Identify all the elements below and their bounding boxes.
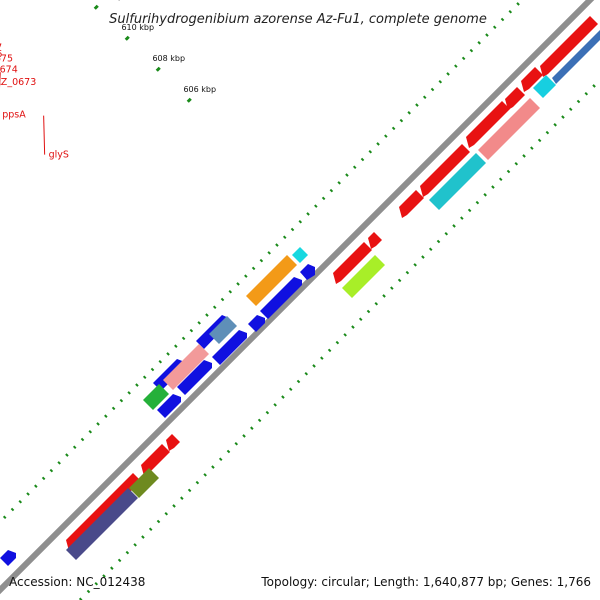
forward-gene-labels: glyS ppsA SULAZ_0673 SULAZ_0674SULAZ_0675SU…	[0, 43, 69, 161]
cds-reverse[interactable]	[212, 330, 247, 365]
tick-mark	[124, 35, 130, 41]
tick-mark	[155, 66, 161, 72]
gene-label: SULAZ_0676	[0, 49, 2, 60]
cds-reverse[interactable]	[248, 315, 265, 332]
genome-summary-text: Topology: circular; Length: 1,640,877 bp…	[260, 575, 591, 589]
map-title: Sulfurihydrogenibium azorense Az-Fu1, co…	[109, 12, 487, 27]
cds-forward[interactable]	[420, 144, 470, 197]
gene-label: ppsA	[2, 109, 26, 120]
cds-forward[interactable]	[505, 87, 525, 110]
cds-forward[interactable]	[333, 242, 372, 284]
accession-text: Accession: NC_012438	[9, 575, 145, 589]
cds-forward[interactable]	[166, 434, 180, 451]
cds-forward[interactable]	[521, 67, 543, 92]
inner-tick-ring	[78, 78, 600, 600]
cds-reverse[interactable]	[260, 277, 302, 319]
cds-forward[interactable]	[540, 16, 598, 77]
trna-block	[533, 75, 556, 98]
cds-forward[interactable]	[552, 30, 600, 84]
cds-reverse[interactable]	[177, 360, 212, 395]
tick-mark	[93, 4, 99, 10]
tick-label: 606 kbp	[183, 85, 216, 94]
tick-label: 612 kbp	[90, 0, 123, 1]
gene-label: SULAZ_0674	[0, 64, 18, 75]
cds-forward[interactable]	[141, 444, 170, 476]
cds-reverse[interactable]	[157, 394, 181, 418]
gene-label: glyS	[49, 150, 69, 161]
mrna-block	[342, 255, 385, 298]
tick-mark	[186, 97, 192, 103]
tick-label: 608 kbp	[152, 54, 185, 63]
forward-feature-overlays	[66, 75, 556, 560]
gene-label: SULAZ_0675	[0, 54, 13, 65]
reverse-feature-overlays	[143, 247, 308, 410]
tick-label: 610 kbp	[121, 23, 154, 32]
mrna-block	[129, 468, 159, 498]
cds-forward[interactable]	[368, 232, 382, 249]
rrna-block	[246, 255, 297, 306]
mrna-block	[66, 488, 138, 560]
cds-reverse[interactable]	[0, 550, 16, 566]
cds-reverse[interactable]	[300, 264, 315, 280]
gene-label: SULAZ_0677	[0, 43, 2, 54]
cds-forward[interactable]	[399, 190, 424, 218]
trna-block	[292, 247, 308, 263]
mrna-block	[478, 98, 540, 160]
forward-strand-track	[66, 16, 600, 551]
gene-label: SULAZ_0673	[0, 77, 36, 88]
cds-forward[interactable]	[466, 101, 510, 148]
label-leader-line	[43, 115, 46, 155]
mrna-block	[163, 344, 209, 390]
mrna-block	[209, 316, 237, 344]
trna-block	[143, 384, 169, 410]
outer-tick-ring	[2, 0, 524, 520]
trna-block	[429, 153, 486, 210]
